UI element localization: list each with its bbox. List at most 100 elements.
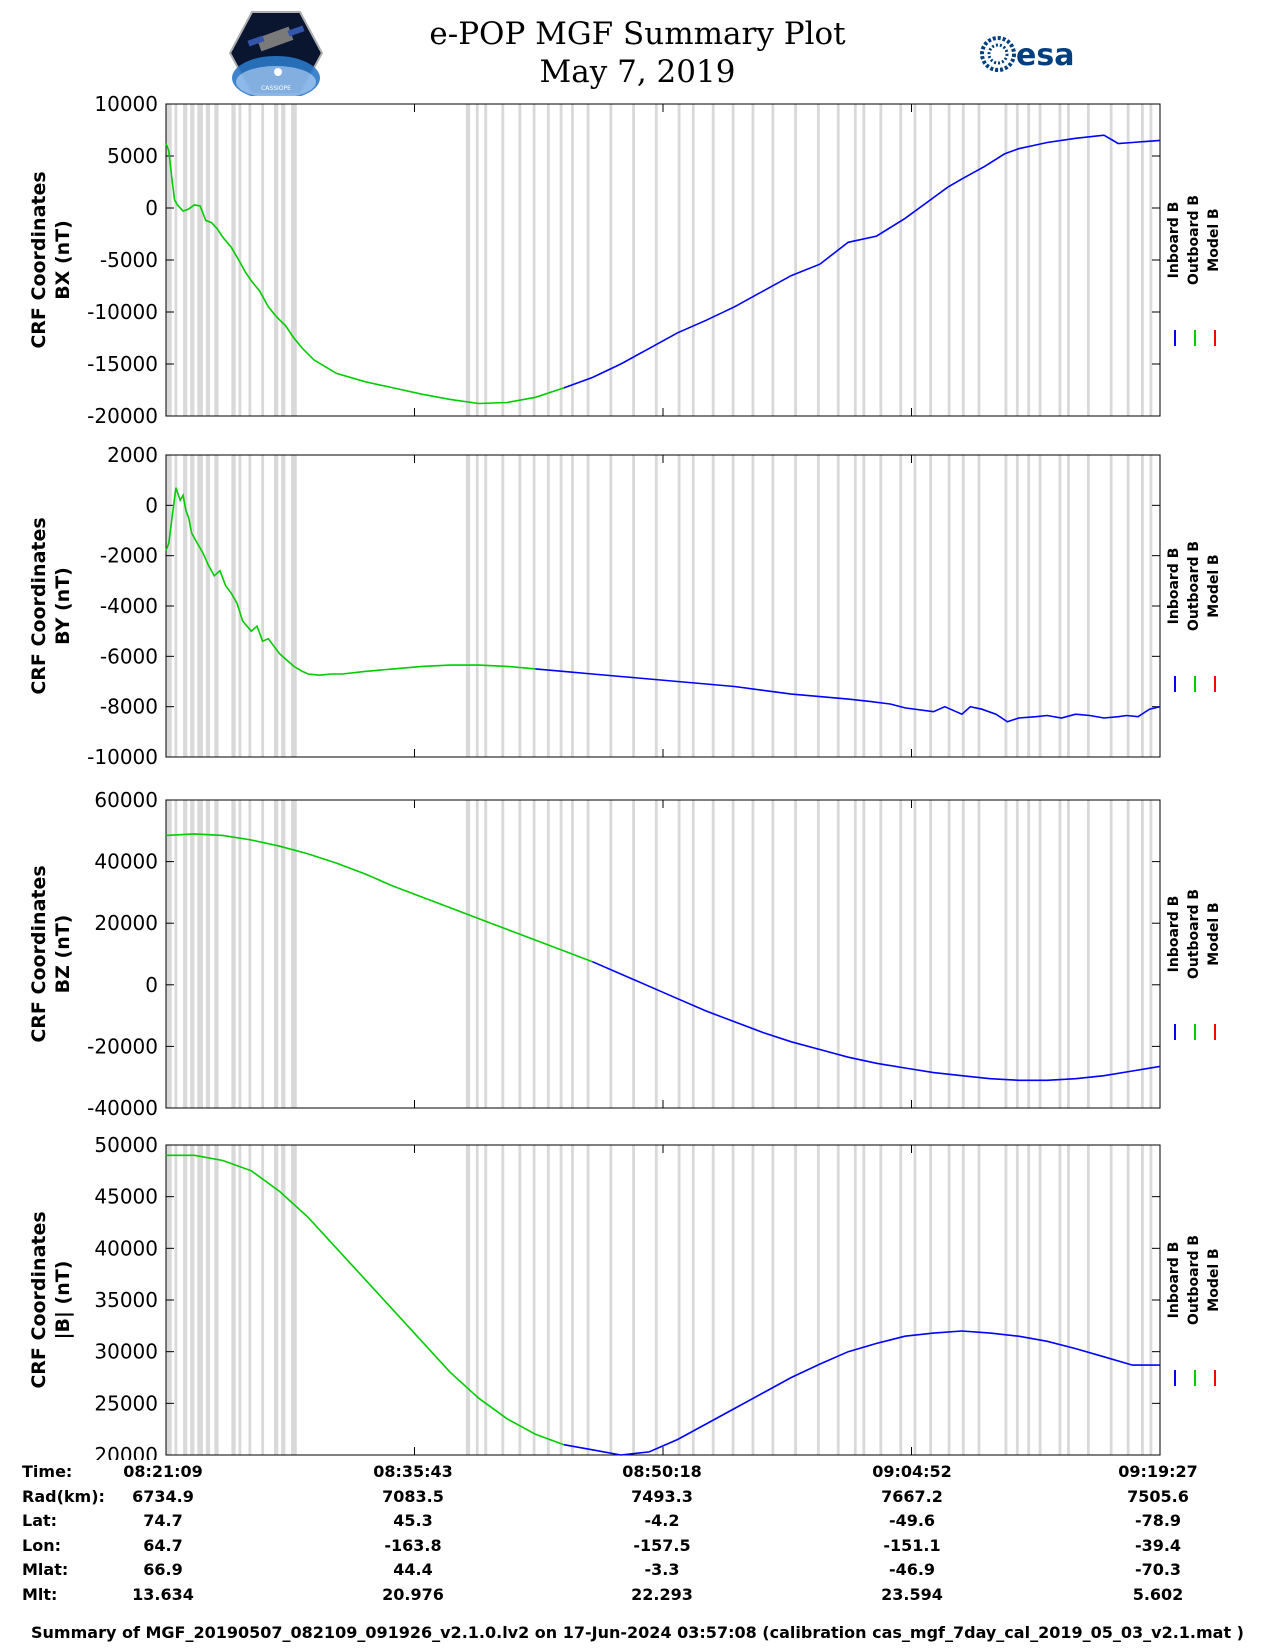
ytick-label: -10000 [87, 300, 158, 324]
gap-band [274, 455, 279, 757]
gap-band [546, 800, 550, 1108]
ytick-label: -4000 [100, 594, 158, 618]
gap-band [929, 1145, 933, 1455]
gap-band [1038, 104, 1042, 416]
gap-band [836, 800, 840, 1108]
gap-band [879, 104, 883, 416]
ylabel-line2: BX (nT) [52, 220, 74, 300]
gap-band [238, 800, 242, 1108]
esa-logo: esa [980, 36, 1074, 73]
gap-band [1126, 1145, 1130, 1455]
gap-band [231, 1145, 236, 1455]
legend-model-label: Model B [1206, 554, 1222, 617]
cassiope-logo-caption: CASSIOPE [261, 85, 291, 92]
gap-band [546, 455, 550, 757]
gap-band [691, 104, 695, 416]
ylabel-line2: BY (nT) [52, 567, 74, 645]
ytick-label: 0 [145, 493, 158, 517]
gap-band [238, 104, 242, 416]
gap-band [501, 455, 505, 757]
gap-band [546, 104, 550, 416]
gap-band [731, 104, 735, 416]
gap-band [571, 455, 574, 757]
gap-band [794, 800, 798, 1108]
gap-band [238, 455, 242, 757]
ytick-label: -5000 [100, 248, 158, 272]
gap-band [475, 455, 479, 757]
ytick-label: 25000 [94, 1391, 158, 1415]
gap-band [1086, 800, 1090, 1108]
gap-band [465, 455, 471, 757]
row-label-time: Time: [22, 1462, 73, 1481]
gap-band [929, 455, 933, 757]
gap-band [711, 455, 715, 757]
gap-band [248, 1145, 252, 1455]
gap-band [836, 455, 840, 757]
gap-band [484, 455, 488, 757]
mlat-col-5: -70.3 [1134, 1560, 1182, 1579]
ylabel-line1: CRF Coordinates [28, 171, 50, 348]
gap-band [1027, 1145, 1031, 1455]
gap-band [559, 455, 563, 757]
gap-band [1109, 1145, 1113, 1455]
gap-band [654, 455, 658, 757]
legend-inboard-label: Inboard B [1166, 896, 1182, 973]
ytick-label: 10000 [94, 92, 158, 116]
gap-band [961, 1145, 965, 1455]
gap-band [1140, 104, 1144, 416]
gap-band [836, 104, 840, 416]
table-row-lat: Lat: 74.7 45.3 -4.2 -49.6 -78.9 [22, 1511, 1252, 1536]
gap-band [518, 800, 522, 1108]
gap-band [559, 104, 563, 416]
lat-col-1: 74.7 [143, 1511, 183, 1530]
ytick-label: 0 [145, 196, 158, 220]
gap-band [197, 1145, 203, 1455]
gap-band [947, 104, 951, 416]
gap-band [913, 800, 917, 1108]
legend-outboard-label: Outboard B [1186, 889, 1202, 979]
mlat-col-4: -46.9 [888, 1560, 936, 1579]
gap-band [816, 104, 820, 416]
gap-band [1149, 800, 1153, 1108]
mlt-col-3: 22.293 [631, 1584, 693, 1604]
row-label-mlat: Mlat: [22, 1560, 69, 1579]
gap-band [913, 455, 917, 757]
gap-band [1015, 800, 1019, 1108]
radius-col-3: 7493.3 [631, 1486, 693, 1506]
gap-band [816, 800, 820, 1108]
mlt-col-1: 13.634 [132, 1584, 194, 1604]
orbit-info-table: Time: 08:21:09 08:35:43 08:50:18 09:04:5… [22, 1462, 1252, 1609]
gap-band [586, 104, 590, 416]
gap-band [961, 800, 965, 1108]
row-label-lon: Lon: [22, 1535, 61, 1555]
gap-band [711, 800, 715, 1108]
gap-band [190, 104, 195, 416]
mlat-col-2: 44.4 [393, 1560, 433, 1579]
gap-band [261, 1145, 265, 1455]
gap-band [1027, 104, 1031, 416]
plot-frame [165, 454, 1161, 758]
radius-col-2: 7083.5 [382, 1486, 444, 1506]
gap-band [751, 1145, 755, 1455]
gap-band [501, 800, 505, 1108]
gap-band [947, 455, 951, 757]
gap-band [879, 1145, 883, 1455]
gap-band [475, 1145, 479, 1455]
gap-band [1067, 800, 1070, 1108]
gap-band [1004, 800, 1008, 1108]
gap-band [853, 104, 857, 416]
lon-col-5: -39.4 [1134, 1535, 1182, 1555]
legend-outboard-label: Outboard B [1186, 195, 1202, 285]
gap-band [546, 1145, 550, 1455]
lat-col-2: 45.3 [393, 1511, 433, 1530]
gap-band [518, 455, 522, 757]
gap-band [1067, 104, 1070, 416]
gap-band [853, 800, 857, 1108]
ylabel-line1: CRF Coordinates [28, 517, 50, 694]
gap-band [291, 455, 297, 757]
gap-band [174, 800, 178, 1108]
gap-band [205, 455, 211, 757]
gap-band [1149, 104, 1153, 416]
ytick-label: 20000 [94, 1443, 158, 1460]
gap-band [913, 1145, 917, 1455]
